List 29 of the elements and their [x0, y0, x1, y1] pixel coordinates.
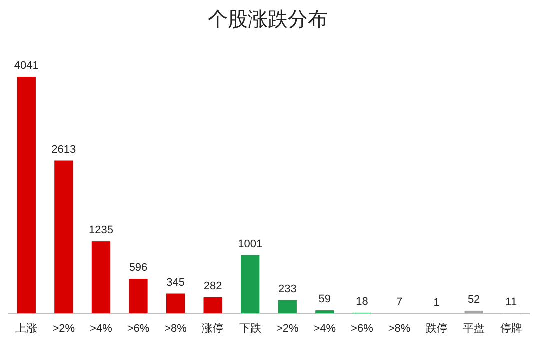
- data-label: 18: [356, 296, 368, 308]
- x-tick-label: 平盘: [463, 323, 486, 335]
- data-label: 233: [278, 283, 297, 296]
- x-tick-label: 下跌: [239, 323, 262, 335]
- data-label: 282: [204, 280, 222, 292]
- data-label: 1: [434, 296, 440, 309]
- data-label: 11: [506, 296, 518, 308]
- data-label: 1235: [88, 224, 114, 237]
- data-label: 52: [468, 294, 480, 306]
- x-tick-label: >6%: [351, 323, 374, 335]
- x-tick-label: >2%: [276, 323, 300, 335]
- x-tick-label: >4%: [314, 323, 336, 335]
- x-tick-label: >6%: [127, 323, 150, 335]
- data-label: 7: [396, 296, 403, 309]
- data-label: 59: [318, 294, 332, 306]
- data-label: 1001: [238, 238, 263, 250]
- x-tick-label: >2%: [52, 323, 76, 335]
- x-tick-label: 跌停: [426, 323, 448, 335]
- x-tick-label: >8%: [164, 323, 188, 335]
- data-label: 2613: [52, 144, 76, 156]
- x-tick-label: 上涨: [16, 322, 38, 335]
- x-tick-label: 停牌: [500, 323, 522, 335]
- x-tick-label: >8%: [388, 323, 411, 335]
- data-label: 596: [129, 262, 148, 274]
- chart-title: 个股涨跌分布: [208, 9, 328, 31]
- x-tick-label: 涨停: [202, 323, 224, 335]
- x-tick-label: >4%: [90, 323, 113, 335]
- data-label: 4041: [14, 60, 39, 72]
- data-label: 345: [166, 276, 185, 289]
